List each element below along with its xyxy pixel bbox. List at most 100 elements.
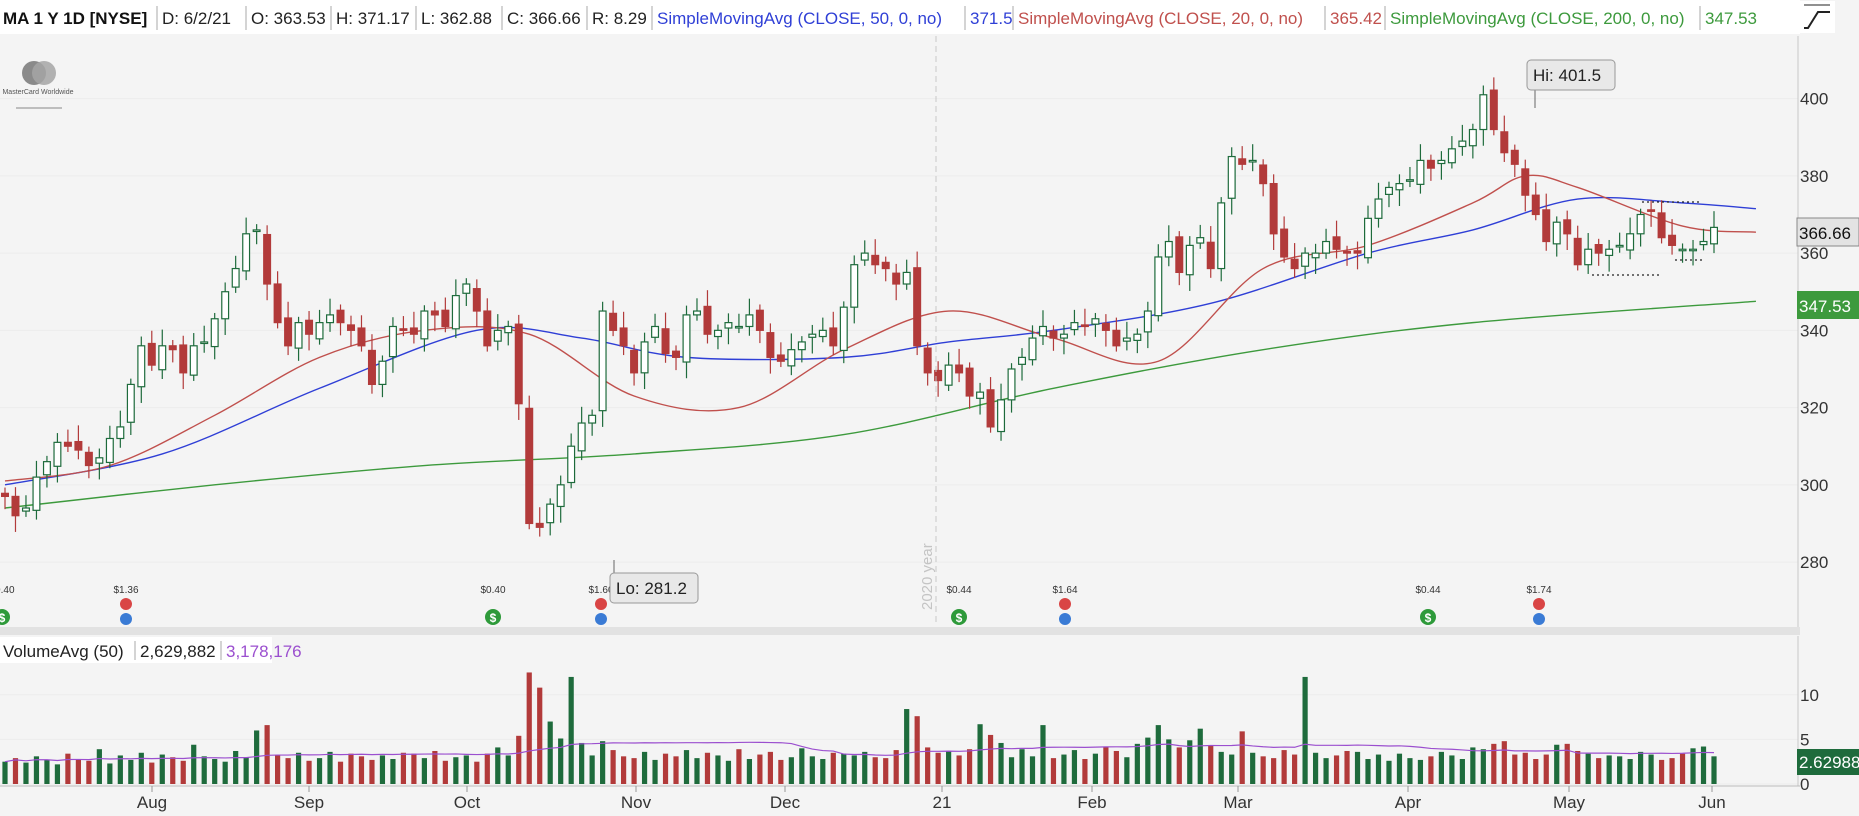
header-symbol[interactable]: MA 1 Y 1D [NYSE]	[3, 9, 147, 28]
candle-body	[630, 349, 639, 374]
candle	[462, 278, 471, 307]
candle-body	[53, 441, 62, 467]
volume-bar	[2, 761, 8, 784]
candle	[221, 282, 230, 335]
volume-bar	[1229, 754, 1235, 784]
candle-body	[399, 328, 408, 331]
candle-body	[1332, 236, 1341, 250]
candle-body	[1059, 333, 1068, 339]
candle-body	[881, 261, 890, 270]
sma50-label[interactable]: SimpleMovingAvg (CLOSE, 50, 0, no)	[657, 9, 942, 28]
candle	[189, 333, 198, 381]
candle	[619, 311, 628, 356]
candle-body	[1269, 182, 1278, 235]
candlesticks	[1, 77, 1718, 537]
candle-body	[997, 399, 1006, 433]
candle-body	[252, 229, 261, 233]
candle-body	[1709, 226, 1718, 245]
candle	[1416, 144, 1425, 194]
volume-bar	[1679, 753, 1686, 784]
volume-bar	[1512, 754, 1518, 784]
candle-body	[168, 345, 177, 351]
high-label: Hi: 401.5	[1533, 66, 1601, 85]
candle	[923, 342, 932, 386]
candle	[1689, 239, 1698, 266]
candle	[1374, 182, 1383, 228]
volume-bar	[1354, 751, 1361, 784]
candle	[1605, 239, 1614, 272]
dividend-marker[interactable]: $0.44 $	[1415, 585, 1441, 625]
candle	[546, 498, 555, 536]
trend-line-icon[interactable]	[1797, 1, 1835, 33]
sma200-label[interactable]: SimpleMovingAvg (CLOSE, 200, 0, no)	[1390, 9, 1685, 28]
candle-body	[1510, 149, 1519, 165]
candle-body	[588, 414, 597, 424]
dividend-marker[interactable]: $0.44 $	[946, 585, 972, 625]
volume-bar	[1480, 749, 1486, 784]
candle	[1584, 233, 1593, 274]
panel-divider[interactable]	[0, 627, 1800, 635]
volume-bar	[694, 758, 700, 784]
candle	[1437, 151, 1446, 180]
candle-body	[902, 271, 911, 285]
candle	[1636, 208, 1645, 247]
volume-bar	[1092, 753, 1099, 784]
sma20-label[interactable]: SimpleMovingAvg (CLOSE, 20, 0, no)	[1018, 9, 1303, 28]
candle	[1248, 144, 1257, 172]
header-bar	[0, 0, 1800, 34]
candle-body	[1657, 212, 1666, 239]
sma200-badge-value: 347.53	[1799, 297, 1851, 316]
candle	[860, 240, 869, 266]
event-label: $1.64	[1052, 585, 1077, 596]
candle	[346, 315, 355, 347]
candle-body	[535, 522, 544, 528]
candle	[1531, 182, 1540, 221]
candle	[598, 301, 607, 427]
volume-avg-label[interactable]: VolumeAvg (50)	[3, 642, 124, 661]
event-label: $0.40	[0, 585, 15, 596]
volume-bar	[180, 760, 186, 784]
earnings-top-icon	[120, 598, 132, 610]
candle	[829, 311, 838, 356]
earnings-marker[interactable]: $1.74	[1526, 585, 1552, 625]
volume-bar	[285, 758, 291, 784]
dividend-marker[interactable]: $0.40 $	[480, 585, 506, 625]
earnings-marker[interactable]: $1.60	[588, 585, 614, 625]
volume-bar	[1658, 759, 1665, 784]
candle-body	[1143, 310, 1152, 333]
volume-bar	[1522, 752, 1528, 784]
x-tick-label: 21	[933, 793, 952, 812]
earnings-marker[interactable]: $1.64	[1052, 585, 1078, 625]
candle-body	[1206, 241, 1215, 270]
volume-bars	[2, 672, 1717, 784]
candle	[105, 425, 114, 469]
volume-bar	[1292, 754, 1298, 784]
dividend-marker[interactable]: $0.40 $	[0, 585, 15, 625]
candle	[1615, 232, 1624, 253]
volume-bar	[1019, 749, 1025, 784]
candle-body	[42, 461, 51, 476]
earnings-bottom-icon	[120, 613, 132, 625]
volume-bar	[1082, 759, 1088, 784]
candle	[305, 311, 314, 351]
candle-body	[1668, 234, 1677, 246]
candle-body	[1217, 202, 1226, 270]
volume-bar	[1575, 750, 1581, 784]
candle-body	[734, 325, 743, 329]
volume-tick-label: 10	[1800, 686, 1819, 705]
earnings-marker[interactable]: $1.36	[113, 585, 139, 625]
candle-body	[1636, 213, 1645, 235]
volume-bar	[809, 756, 815, 784]
candle-body	[263, 233, 272, 285]
candle	[1196, 224, 1205, 249]
candle-body	[556, 484, 565, 508]
volume-bar	[746, 759, 753, 784]
candle	[53, 433, 62, 483]
candle	[1332, 220, 1341, 259]
candle	[934, 361, 943, 397]
candle	[315, 309, 324, 345]
candle	[850, 255, 859, 324]
volume-bar	[1365, 759, 1371, 784]
candle	[1699, 228, 1708, 251]
candle-body	[1196, 237, 1205, 244]
